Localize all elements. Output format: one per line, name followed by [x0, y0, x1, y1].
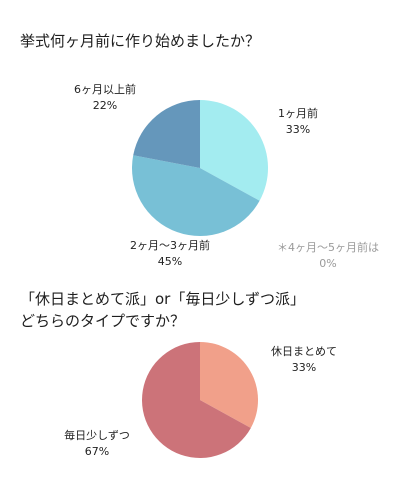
chart1-title: 挙式何ヶ月前に作り始めましたか？ — [20, 32, 261, 50]
chart1-label-2-3months-value: 45% — [157, 255, 183, 268]
chart2-title: 「休日まとめて派」or「毎日少しずつ派」 どちらのタイプですか？ — [20, 288, 305, 332]
chart2-label-daily-value: 67% — [84, 445, 110, 458]
chart1-label-1month: 1ヶ月前 33% — [268, 106, 328, 138]
chart1-label-6months: 6ヶ月以上前 22% — [60, 82, 150, 114]
chart1-slice-3 — [133, 100, 200, 168]
chart1-label-1month-name: 1ヶ月前 — [278, 107, 318, 120]
chart2-label-daily: 毎日少しずつ 67% — [52, 428, 142, 460]
chart1-note-label: ＊4ヶ月〜5ヶ月前は — [277, 241, 379, 254]
chart1-label-1month-value: 33% — [285, 123, 311, 136]
chart2-slice-2 — [142, 342, 251, 458]
chart2-title-line2: どちらのタイプですか？ — [20, 312, 186, 330]
chart1-label-2-3months-name: 2ヶ月〜3ヶ月前 — [130, 239, 210, 252]
chart1-slice-1 — [200, 99, 269, 201]
chart1-note-value: 0% — [319, 257, 337, 270]
chart2-label-weekend-name: 休日まとめて — [271, 345, 337, 358]
chart2-label-daily-name: 毎日少しずつ — [64, 429, 130, 442]
chart2-label-weekend-value: 33% — [291, 361, 317, 374]
chart1-label-2-3months: 2ヶ月〜3ヶ月前 45% — [100, 238, 240, 270]
chart1-note: ＊4ヶ月〜5ヶ月前は 0% — [272, 240, 384, 272]
chart1-label-6months-value: 22% — [92, 99, 118, 112]
chart2-title-line1: 「休日まとめて派」or「毎日少しずつ派」 — [20, 290, 306, 308]
chart1-slice-2 — [131, 155, 260, 237]
chart2-label-weekend: 休日まとめて 33% — [262, 344, 346, 376]
chart1-label-6months-name: 6ヶ月以上前 — [74, 83, 136, 96]
chart2-slice-1 — [200, 342, 259, 428]
